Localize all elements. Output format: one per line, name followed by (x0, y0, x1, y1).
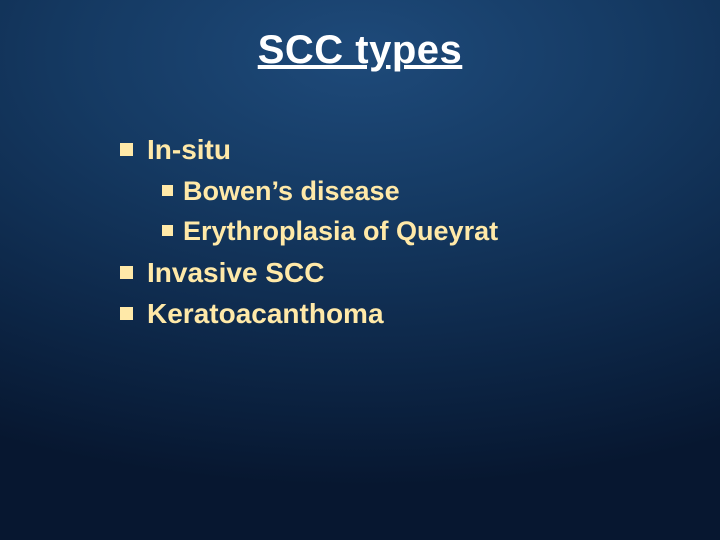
square-bullet-icon (120, 266, 133, 279)
list-subitem: Erythroplasia of Queyrat (162, 213, 720, 249)
list-subitem-text: Erythroplasia of Queyrat (183, 213, 498, 249)
slide: SCC types In-situ Bowen’s disease Erythr… (0, 0, 720, 540)
slide-content: In-situ Bowen’s disease Erythroplasia of… (120, 131, 720, 333)
square-bullet-icon (120, 307, 133, 320)
list-item-text: In-situ (147, 131, 231, 169)
list-subitem: Bowen’s disease (162, 173, 720, 209)
square-bullet-icon (162, 225, 173, 236)
list-item: Keratoacanthoma (120, 295, 720, 333)
slide-title: SCC types (0, 28, 720, 73)
list-item-text: Invasive SCC (147, 254, 324, 292)
list-item-text: Keratoacanthoma (147, 295, 384, 333)
list-subitem-text: Bowen’s disease (183, 173, 400, 209)
list-item: In-situ (120, 131, 720, 169)
square-bullet-icon (162, 185, 173, 196)
list-item: Invasive SCC (120, 254, 720, 292)
square-bullet-icon (120, 143, 133, 156)
